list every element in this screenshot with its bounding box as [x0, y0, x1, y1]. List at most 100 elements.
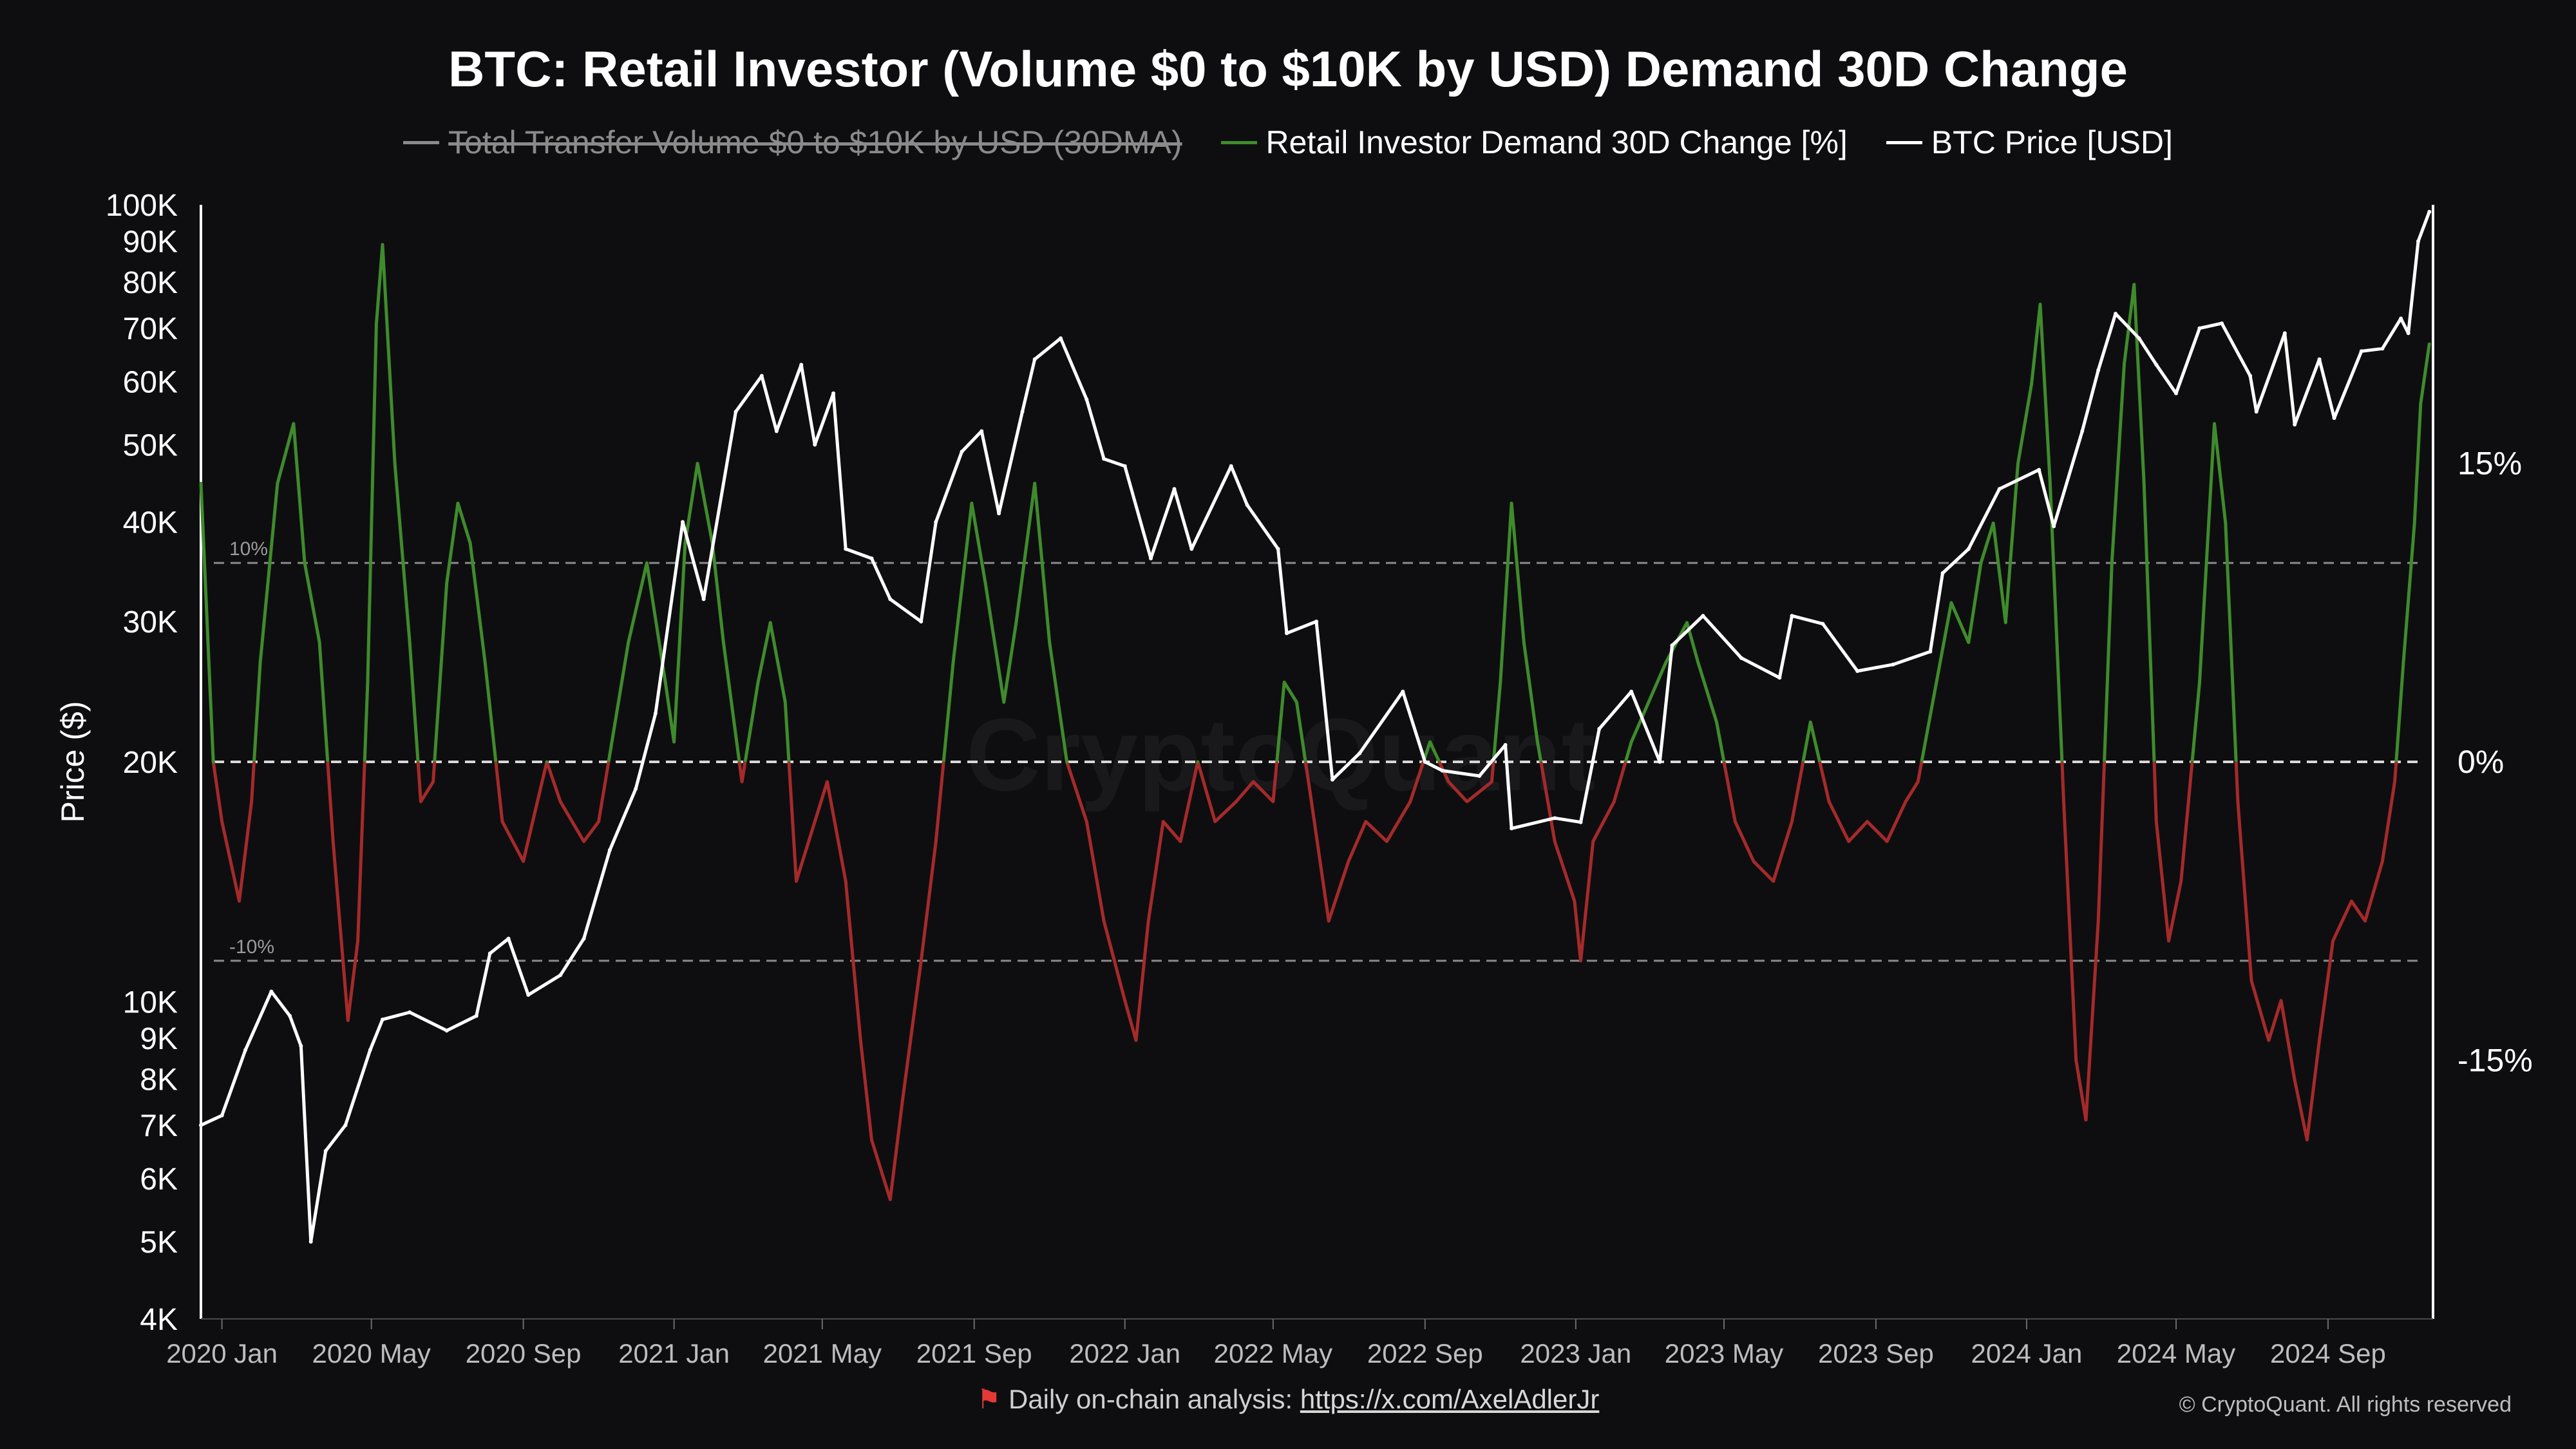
btc-price-point [813, 442, 817, 447]
demand-point [1499, 680, 1502, 684]
demand-point [381, 243, 384, 247]
demand-point [1827, 800, 1831, 804]
demand-point [1967, 641, 1971, 645]
demand-point [1629, 740, 1633, 744]
legend-item-btc-price[interactable]: BTC Price [USD] [1886, 124, 2173, 161]
btc-price-point [1020, 410, 1025, 414]
demand-point [1161, 820, 1165, 824]
x-tick-label: 2020 Jan [166, 1338, 278, 1368]
btc-price-point [582, 936, 586, 941]
demand-point [2412, 521, 2416, 525]
btc-price-point [488, 951, 492, 956]
btc-price-point [1891, 662, 1895, 667]
demand-point [211, 760, 215, 764]
reference-line-label: 10% [229, 538, 268, 560]
demand-point [1866, 820, 1870, 824]
demand-point [970, 501, 974, 505]
btc-price-point [2332, 416, 2336, 421]
demand-point [2380, 859, 2384, 863]
btc-price-point [1940, 571, 1945, 575]
demand-point [663, 680, 667, 684]
demand-point [795, 879, 799, 883]
x-tick-label: 2021 May [763, 1338, 882, 1368]
btc-price-point [1245, 503, 1249, 507]
demand-point [1790, 820, 1794, 824]
demand-point [2048, 482, 2052, 485]
demand-point [2249, 979, 2253, 983]
y-left-tick-label: 7K [140, 1109, 178, 1143]
demand-point [1213, 820, 1217, 824]
legend-item-total-transfer-volume[interactable]: Total Transfer Volume $0 to $10K by USD … [403, 124, 1182, 161]
btc-price-point [444, 1028, 449, 1033]
demand-point [1347, 859, 1350, 863]
btc-price-point [2399, 316, 2403, 321]
y-left-tick-label: 10K [123, 986, 178, 1020]
btc-price-point [701, 597, 706, 601]
btc-price-point [2096, 368, 2101, 372]
demand-point [2003, 621, 2007, 625]
btc-price-point [2254, 410, 2259, 414]
demand-point [1065, 760, 1069, 764]
btc-price-point [1032, 357, 1037, 361]
y-left-tick-label: 4K [140, 1303, 178, 1337]
btc-price-point [2137, 336, 2141, 341]
btc-price-point [1477, 773, 1482, 778]
demand-point [220, 820, 224, 824]
demand-point [2236, 800, 2240, 804]
demand-point [888, 1198, 892, 1202]
btc-price-point [774, 429, 779, 433]
btc-price-point [1670, 643, 1674, 648]
author-link[interactable]: https://x.com/AxelAdlerJr [1300, 1384, 1600, 1414]
btc-price-point [1172, 487, 1177, 491]
demand-point [1014, 621, 1018, 625]
btc-price-point [2293, 422, 2297, 427]
btc-price-point [408, 1010, 412, 1014]
demand-point [1294, 700, 1298, 704]
x-tick-label: 2022 Sep [1367, 1338, 1483, 1368]
btc-price-point [1122, 464, 1127, 468]
btc-price-point [1440, 768, 1444, 773]
demand-point [1327, 919, 1331, 923]
demand-point [672, 740, 676, 744]
demand-point [558, 800, 562, 804]
legend-item-retail-demand[interactable]: Retail Investor Demand 30D Change [%] [1220, 124, 1848, 161]
demand-point [303, 561, 307, 565]
x-tick-label: 2023 Sep [1818, 1338, 1934, 1368]
btc-price-point [558, 973, 563, 978]
btc-price-point [2197, 326, 2202, 330]
btc-price-point [2248, 374, 2253, 378]
demand-point [2279, 999, 2283, 1003]
btc-price-point [831, 391, 836, 395]
demand-point [983, 581, 987, 585]
demand-point [597, 820, 601, 824]
demand-point [2363, 919, 2367, 923]
y-left-tick-label: 20K [123, 746, 178, 780]
demand-point [2167, 939, 2171, 943]
legend: Total Transfer Volume $0 to $10K by USD … [0, 124, 2576, 161]
btc-price-point [308, 1240, 313, 1244]
x-tick-label: 2024 Jan [1971, 1338, 2083, 1368]
x-tick-label: 2023 Jan [1520, 1338, 1631, 1368]
demand-point [1134, 1039, 1138, 1042]
x-tick-label: 2024 Sep [2270, 1338, 2386, 1368]
btc-price-point [1401, 689, 1405, 694]
btc-price-point [869, 556, 874, 561]
btc-price-point [1058, 336, 1063, 341]
btc-price-point [2174, 391, 2179, 395]
demand-point [1146, 919, 1150, 923]
demand-point [1696, 661, 1700, 665]
demand-point [331, 840, 335, 844]
demand-point [1385, 840, 1388, 844]
demand-point [1364, 820, 1368, 824]
y-left-tick-label: 90K [123, 225, 178, 260]
legend-swatch-white [1886, 140, 1922, 144]
btc-price-point [653, 711, 658, 715]
btc-price-point [2114, 312, 2118, 316]
demand-point [1048, 641, 1052, 645]
demand-point [1664, 661, 1668, 665]
btc-price-point [1701, 614, 1705, 618]
demand-point [1647, 700, 1651, 704]
footer-text: Daily on-chain analysis: [1008, 1384, 1300, 1414]
demand-point [844, 879, 848, 883]
demand-point [2142, 482, 2146, 485]
